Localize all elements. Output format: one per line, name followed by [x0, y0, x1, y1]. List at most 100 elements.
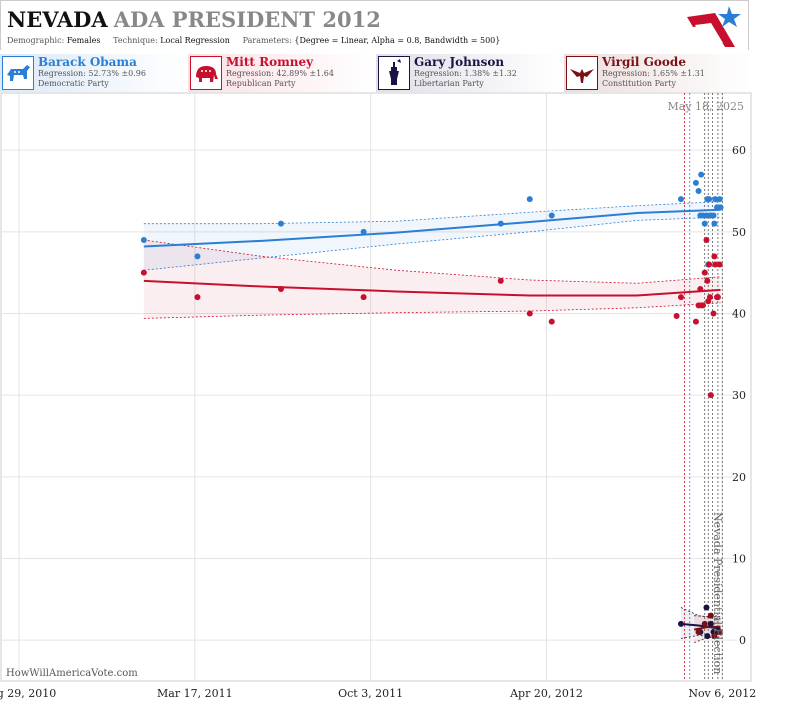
trend-line — [143, 208, 721, 248]
elephant-icon — [190, 56, 222, 90]
y-tick-label: 60 — [732, 144, 746, 157]
y-tick-label: 20 — [732, 471, 746, 484]
data-point — [714, 294, 721, 301]
data-point — [717, 204, 724, 211]
data-point — [706, 261, 713, 268]
data-point — [704, 277, 711, 284]
data-point — [526, 196, 533, 203]
data-point — [360, 294, 367, 301]
candidate-party: Constitution Party — [602, 79, 676, 88]
trend-line — [143, 279, 721, 297]
candidate-name: Gary Johnson — [414, 55, 505, 69]
y-tick-label: 50 — [732, 226, 746, 239]
data-point — [692, 318, 699, 325]
candidate-johnson: Gary Johnson Regression: 1.38% ±1.32 Lib… — [376, 54, 562, 92]
plot-area — [0, 92, 752, 682]
candidate-party: Democratic Party — [38, 79, 109, 88]
data-point — [710, 310, 717, 317]
data-point — [360, 228, 367, 235]
chart-header: NEVADA ADA PRESIDENT 2012 Demographic: Fe… — [0, 0, 749, 50]
data-point — [699, 302, 706, 309]
data-point — [704, 633, 711, 640]
data-point — [711, 220, 718, 227]
band-upper-line — [694, 615, 721, 617]
event-lines — [684, 93, 723, 681]
data-point — [194, 294, 201, 301]
data-point — [703, 237, 710, 243]
data-point — [677, 196, 684, 203]
demographic-label: Demographic: — [7, 36, 65, 45]
candidate-regression: Regression: 52.73% ±0.96 — [38, 69, 146, 78]
x-tick-label: Apr 20, 2012 — [509, 687, 583, 700]
data-point — [701, 620, 708, 627]
data-point — [707, 620, 714, 627]
confidence-band — [680, 607, 721, 639]
data-point — [712, 196, 719, 203]
data-point — [677, 620, 684, 627]
x-axis: Aug 29, 2010 Mar 17, 2011 Oct 3, 2011 Apr 2… — [0, 687, 756, 700]
band-upper-line — [143, 239, 721, 284]
candidate-regression: Regression: 1.38% ±1.32 — [414, 69, 517, 78]
donkey-icon — [2, 56, 34, 90]
event-label: Nevada Presidential Election — [711, 512, 724, 674]
data-point — [711, 253, 718, 260]
page-title: NEVADA ADA PRESIDENT 2012 — [7, 7, 381, 32]
data-point — [140, 237, 147, 243]
data-point — [277, 286, 284, 292]
statue-of-liberty-icon — [378, 56, 410, 90]
data-point — [695, 629, 702, 635]
data-point — [277, 220, 284, 227]
data-point — [698, 171, 705, 178]
demographic-value: Females — [66, 36, 101, 45]
y-axis: 0 10 20 30 40 50 60 — [732, 144, 746, 647]
candidate-romney: Mitt Romney Regression: 42.89% ±1.64 Rep… — [188, 54, 374, 92]
y-tick-label: 40 — [732, 308, 746, 321]
data-point — [701, 220, 708, 227]
data-point — [716, 261, 723, 268]
y-tick-label: 10 — [732, 553, 746, 566]
data-point — [140, 269, 147, 276]
data-point — [695, 188, 702, 194]
date-label: May 18, 2025 — [667, 100, 744, 113]
data-point — [548, 212, 555, 219]
x-tick-label: Oct 3, 2011 — [338, 687, 403, 700]
candidate-legend: Barack Obama Regression: 52.73% ±0.96 De… — [0, 54, 750, 92]
data-point — [673, 312, 680, 319]
candidate-obama: Barack Obama Regression: 52.73% ±0.96 De… — [0, 54, 186, 92]
parameters-line: Demographic: Females Technique: Local Re… — [7, 36, 500, 45]
data-point — [707, 612, 714, 619]
data-points — [140, 171, 724, 640]
title-rest: ADA PRESIDENT 2012 — [113, 7, 381, 32]
y-tick-label: 30 — [732, 389, 746, 402]
eagle-icon — [566, 56, 598, 90]
data-point — [710, 212, 717, 219]
data-point — [703, 604, 710, 611]
x-tick-label: Mar 17, 2011 — [157, 687, 233, 700]
data-point — [194, 253, 201, 260]
parameters-label: Parameters: — [242, 36, 292, 45]
candidate-goode: Virgil Goode Regression: 1.65% ±1.31 Con… — [564, 54, 750, 92]
data-point — [711, 633, 718, 640]
candidate-party: Republican Party — [226, 79, 296, 88]
x-tick-label: Aug 29, 2010 — [0, 687, 56, 700]
trend-line — [693, 625, 721, 631]
data-point — [699, 212, 706, 219]
candidate-regression: Regression: 1.65% ±1.31 — [602, 69, 705, 78]
data-point — [677, 294, 684, 301]
data-point — [697, 286, 704, 292]
data-point — [701, 269, 708, 276]
data-point — [716, 629, 723, 635]
candidate-name: Barack Obama — [38, 55, 137, 69]
data-point — [716, 196, 723, 203]
data-point — [706, 196, 713, 203]
title-state: NEVADA — [7, 7, 108, 32]
data-point — [705, 298, 712, 305]
candidate-party: Libertarian Party — [414, 79, 484, 88]
technique-value: Local Regression — [160, 36, 230, 45]
data-point — [497, 277, 504, 284]
trend-lines — [143, 208, 721, 631]
technique-label: Technique: — [113, 36, 158, 45]
data-point — [526, 310, 533, 317]
data-point — [712, 261, 719, 268]
candidate-name: Mitt Romney — [226, 55, 314, 69]
